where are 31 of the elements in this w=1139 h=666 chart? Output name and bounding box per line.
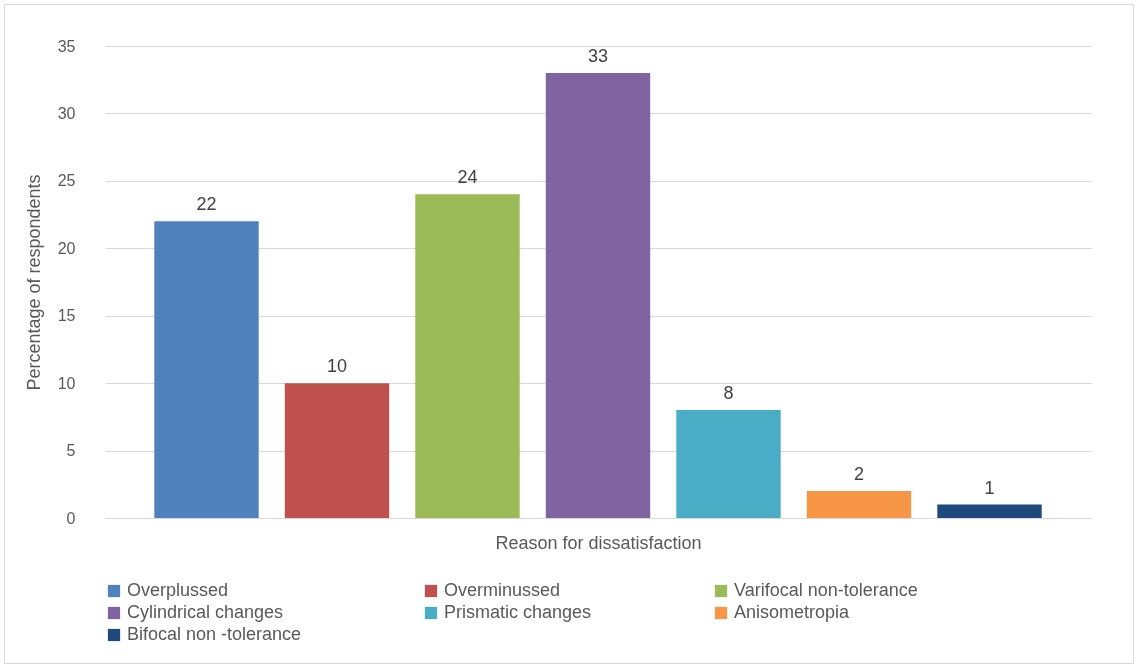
bar <box>154 221 259 518</box>
data-label: 33 <box>587 45 609 66</box>
bar <box>937 504 1042 518</box>
bar <box>676 410 781 518</box>
data-label: 24 <box>457 167 478 188</box>
y-axis-title: Percentage of respondents <box>23 174 44 391</box>
legend-label: Bifocal non -tolerance <box>127 624 302 644</box>
legend-label: Overminussed <box>444 580 561 600</box>
bar <box>545 72 651 518</box>
bar <box>415 194 520 518</box>
bar <box>284 383 390 518</box>
y-tick-label: 10 <box>57 374 76 392</box>
legend-label: Cylindrical changes <box>127 602 284 622</box>
y-tick-label: 30 <box>57 104 76 122</box>
y-tick-label: 25 <box>57 172 76 190</box>
legend-label: Anisometropia <box>734 602 851 622</box>
legend-label: Varifocal non-tolerance <box>734 580 918 600</box>
data-label: 2 <box>853 464 865 485</box>
data-label: 8 <box>723 383 734 404</box>
data-label: 1 <box>984 477 995 498</box>
y-tick-label: 20 <box>57 239 76 257</box>
bar <box>806 491 912 518</box>
legend-label: Prismatic changes <box>444 602 592 622</box>
legend-label: Overplussed <box>127 580 229 600</box>
y-tick-label: 5 <box>66 442 76 460</box>
data-label: 10 <box>326 356 348 377</box>
y-tick-label: 0 <box>66 509 76 527</box>
data-label: 22 <box>196 194 217 215</box>
y-tick-label: 35 <box>57 37 76 55</box>
y-tick-label: 15 <box>57 307 76 325</box>
x-axis-title: Reason for dissatisfaction <box>495 532 702 553</box>
